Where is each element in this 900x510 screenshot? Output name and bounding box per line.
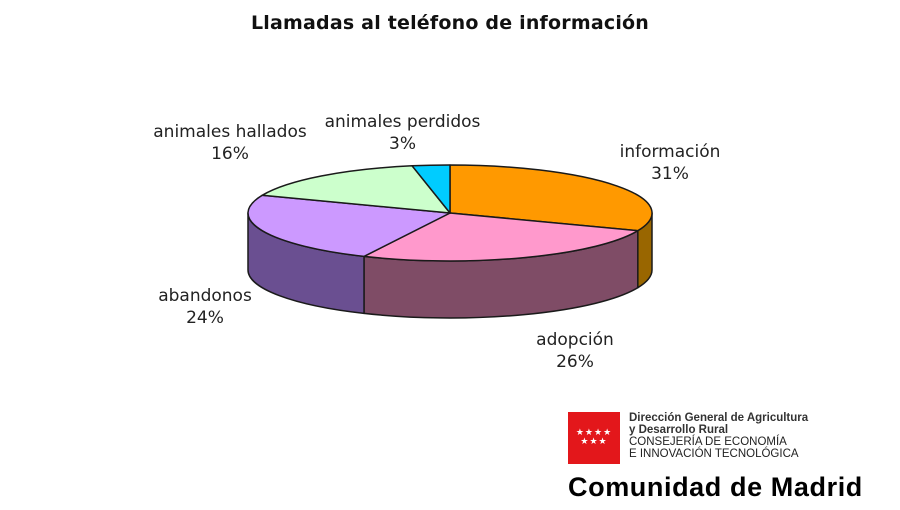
slice-animales-hallados [261,165,451,214]
label-animales-perdidos: animales perdidos 3% [310,111,495,155]
label-adopcion: adopción 26% [515,329,635,373]
label-informacion: información 31% [605,141,735,185]
comunidad-madrid-logo: ★★★★ ★★★ Dirección General de Agricultura… [568,412,898,504]
chart-title: Llamadas al teléfono de información [250,12,650,34]
organization-text: Dirección General de Agricultura y Desar… [629,412,808,460]
org-line-4: E INNOVACIÓN TECNOLÓGICA [629,448,799,460]
slice-animales-perdidos [411,164,451,214]
label-value: 26% [556,352,594,372]
label-name: animales hallados [153,122,307,142]
stars-icon: ★★★★ ★★★ [575,427,613,446]
label-name: abandonos [158,286,252,306]
label-name: animales perdidos [324,112,481,132]
org-line-3: CONSEJERÍA DE ECONOMÍA [629,436,787,448]
label-value: 3% [389,134,416,154]
org-line-1: Dirección General de Agricultura [629,412,809,424]
label-name: información [619,142,721,162]
comunidad-madrid-name: Comunidad de Madrid [568,472,863,502]
label-name: adopción [536,330,614,350]
slice-abandonos [247,194,451,258]
label-animales-hallados: animales hallados 16% [140,121,320,165]
madrid-flag-icon: ★★★★ ★★★ [568,412,620,464]
slice-adopcion [363,212,639,262]
org-line-2: y Desarrollo Rural [629,424,729,436]
label-value: 16% [211,144,249,164]
label-abandonos: abandonos 24% [140,285,270,329]
label-value: 24% [186,308,224,328]
slice-informacion [449,164,653,232]
label-value: 31% [651,164,689,184]
